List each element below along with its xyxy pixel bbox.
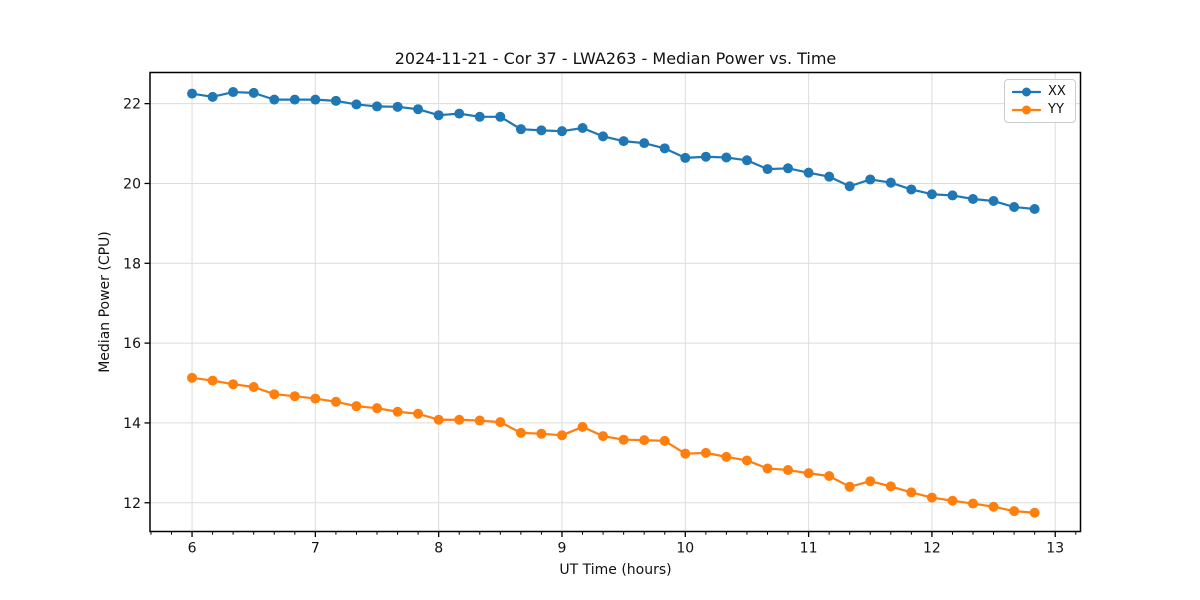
svg-text:12: 12: [123, 496, 141, 512]
x-axis-label: UT Time (hours): [559, 562, 672, 578]
svg-text:6: 6: [188, 541, 197, 557]
svg-text:10: 10: [676, 541, 694, 557]
legend-line-marker-xx: [1012, 87, 1041, 97]
svg-text:14: 14: [123, 416, 141, 432]
chart-title: 2024-11-21 - Cor 37 - LWA263 - Median Po…: [394, 49, 837, 68]
svg-text:16: 16: [123, 336, 141, 352]
legend-label-yy: YY: [1048, 102, 1064, 117]
svg-text:9: 9: [558, 541, 567, 557]
svg-text:12: 12: [923, 541, 941, 557]
legend-item-yy: YY: [1012, 102, 1066, 118]
svg-text:7: 7: [311, 541, 320, 557]
legend-label-xx: XX: [1048, 84, 1066, 99]
legend: XX YY: [1004, 79, 1076, 123]
svg-text:22: 22: [123, 97, 141, 113]
svg-text:8: 8: [434, 541, 443, 557]
legend-item-xx: XX: [1012, 84, 1066, 100]
y-axis-label: Median Power (CPU): [97, 231, 113, 373]
svg-text:20: 20: [123, 176, 141, 192]
legend-line-marker-yy: [1012, 105, 1041, 115]
svg-text:18: 18: [123, 256, 141, 272]
svg-text:11: 11: [800, 541, 818, 557]
svg-text:13: 13: [1046, 541, 1064, 557]
